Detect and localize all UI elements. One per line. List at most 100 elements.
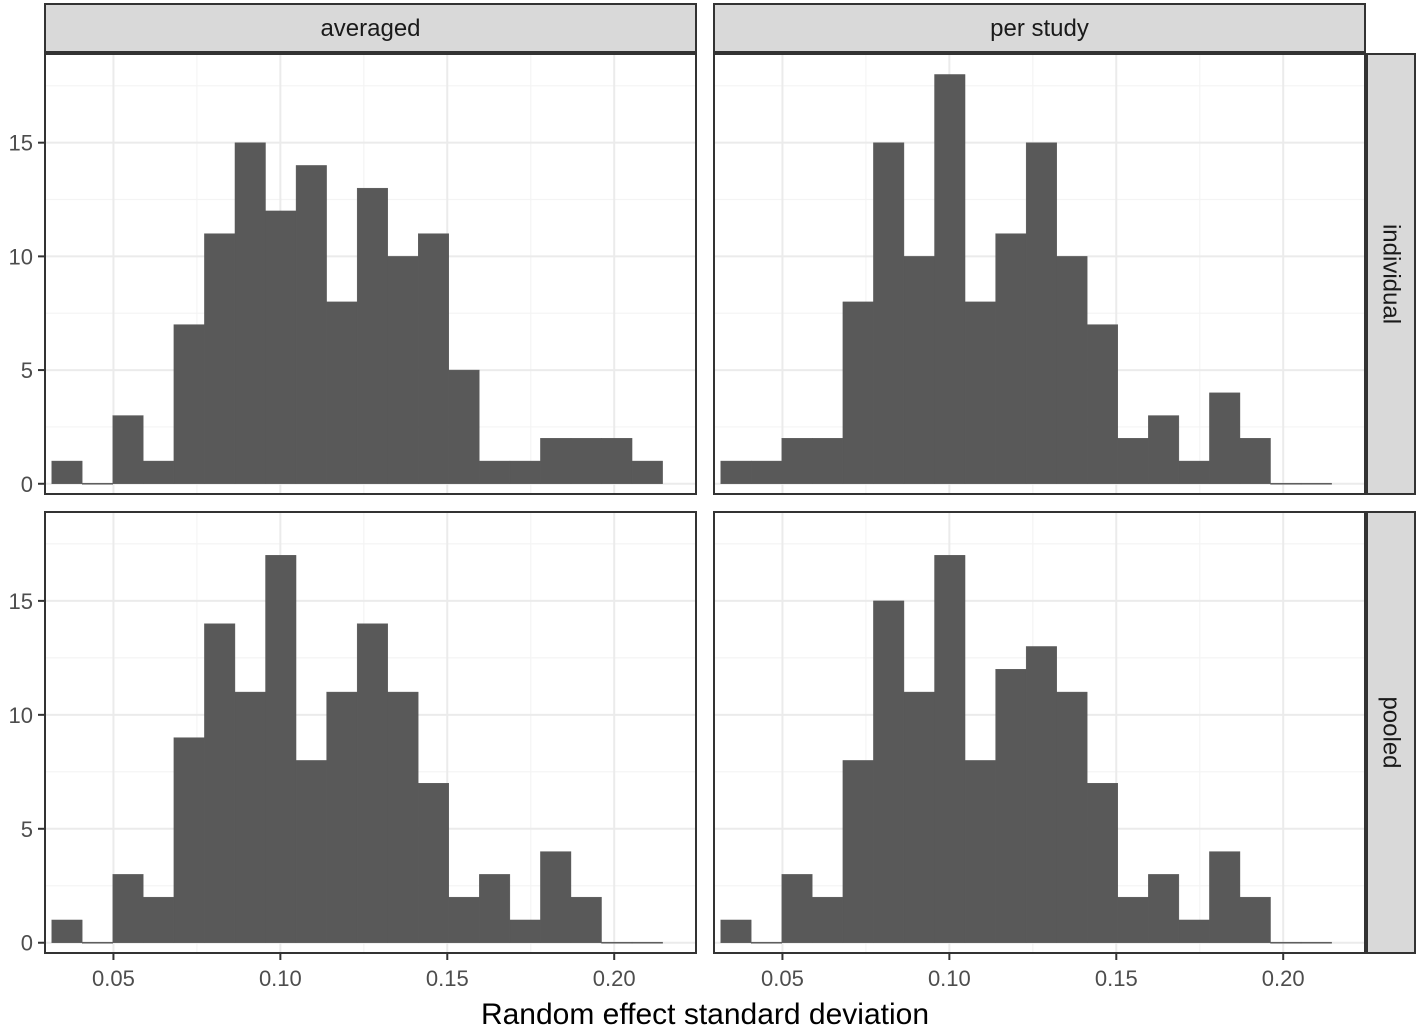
histogram-bar: [1300, 941, 1332, 944]
y-tick-label: 5: [21, 817, 33, 842]
panel-border: [44, 511, 697, 954]
histogram-bar: [295, 760, 327, 943]
column-strip: [713, 3, 1366, 53]
histogram-bar: [781, 438, 813, 484]
histogram-bar: [173, 324, 205, 484]
histogram-bar: [51, 460, 83, 484]
histogram-bar: [934, 74, 966, 484]
x-axis-title: Random effect standard deviation: [481, 998, 929, 1031]
histogram-bar: [112, 874, 144, 943]
histogram-bar: [143, 896, 175, 943]
histogram-bar: [479, 874, 511, 943]
histogram-bar: [601, 438, 633, 484]
histogram-bar: [964, 760, 996, 943]
histogram-bar: [1056, 691, 1088, 943]
panel-border: [44, 53, 697, 495]
column-strip-label: per study: [990, 15, 1089, 42]
histogram-bar: [173, 737, 205, 943]
histogram-bar: [1056, 256, 1088, 484]
histogram-bar: [204, 233, 236, 484]
histogram-bar: [1025, 142, 1057, 484]
histogram-bar: [1209, 851, 1241, 943]
histogram-bar: [51, 919, 83, 943]
histogram-bar: [1270, 482, 1302, 485]
row-strip-label: individual: [1378, 224, 1405, 324]
histogram-bar: [781, 874, 813, 943]
histogram-bar: [570, 438, 602, 484]
strips-layer: averaged per study individual pooled: [44, 3, 1416, 954]
histogram-bar: [234, 142, 266, 484]
histogram-bar: [112, 415, 144, 484]
histogram-bar: [1239, 896, 1271, 943]
histogram-bar: [1117, 896, 1149, 943]
histogram-bar: [387, 256, 419, 484]
histogram-bar: [479, 460, 511, 484]
x-tick-label: 0.05: [761, 966, 804, 991]
histogram-bar: [1117, 438, 1149, 484]
histogram-bar: [873, 600, 905, 943]
histogram-bar: [1300, 482, 1332, 485]
x-tick-label: 0.20: [593, 966, 636, 991]
y-tick-label: 10: [9, 244, 33, 269]
histogram-bar: [265, 210, 297, 484]
y-tick-label: 0: [21, 472, 33, 497]
x-tick-label: 0.15: [1095, 966, 1138, 991]
histogram-bar: [934, 555, 966, 943]
histogram-bar: [720, 919, 752, 943]
y-tick-label: 0: [21, 931, 33, 956]
histogram-bar: [418, 783, 449, 943]
x-tick-label: 0.15: [426, 966, 469, 991]
histogram-bar: [995, 233, 1027, 484]
x-tick-label: 0.05: [92, 966, 135, 991]
histogram-bar: [1270, 941, 1302, 944]
histogram-bar: [356, 187, 388, 484]
x-tick-label: 0.20: [1262, 966, 1305, 991]
histogram-bar: [631, 460, 663, 484]
histogram-bar: [995, 669, 1027, 943]
histogram-bar: [356, 623, 388, 943]
bars-layer: [51, 74, 1332, 944]
panel-frames-layer: [44, 53, 1366, 954]
histogram-bar: [326, 301, 358, 484]
row-strip: [1366, 511, 1416, 954]
histogram-bar: [1025, 646, 1057, 943]
histogram-bar: [842, 760, 874, 943]
histogram-bar: [751, 941, 782, 944]
axes-layer: 0 5 10 15 0.05 0.10 0.15 0.20 0 5 10 15 0.05 0.10 0.15…: [9, 131, 1305, 991]
histogram-bar: [448, 896, 480, 943]
y-tick-label: 10: [9, 703, 33, 728]
column-strip: [44, 3, 697, 53]
row-strip-label: pooled: [1378, 696, 1405, 768]
histogram-bar: [509, 919, 541, 943]
histogram-bar: [1239, 438, 1271, 484]
row-strip: [1366, 53, 1416, 495]
histogram-bar: [873, 142, 905, 484]
histogram-bar: [540, 851, 572, 943]
histogram-bar: [234, 691, 266, 943]
histogram-bar: [812, 438, 844, 484]
histogram-bar: [418, 233, 449, 484]
histogram-bar: [964, 301, 996, 484]
histogram-bar: [540, 438, 572, 484]
y-tick-label: 15: [9, 131, 33, 156]
histogram-bar: [631, 941, 663, 944]
histogram-bar: [903, 256, 935, 484]
histogram-bar: [812, 896, 844, 943]
histogram-bar: [1148, 415, 1180, 484]
column-strip-label: averaged: [320, 15, 420, 42]
histogram-bar: [1148, 874, 1180, 943]
histogram-bar: [143, 460, 175, 484]
histogram-bar: [1209, 392, 1241, 484]
histogram-bar: [509, 460, 541, 484]
panel-border: [713, 511, 1366, 954]
histogram-bar: [1178, 460, 1210, 484]
y-tick-label: 5: [21, 358, 33, 383]
histogram-bar: [842, 301, 874, 484]
histogram-bar: [295, 165, 327, 484]
histogram-bar: [570, 896, 602, 943]
panel-border: [713, 53, 1366, 495]
histogram-bar: [720, 460, 752, 484]
x-tick-label: 0.10: [928, 966, 971, 991]
histogram-bar: [387, 691, 419, 943]
